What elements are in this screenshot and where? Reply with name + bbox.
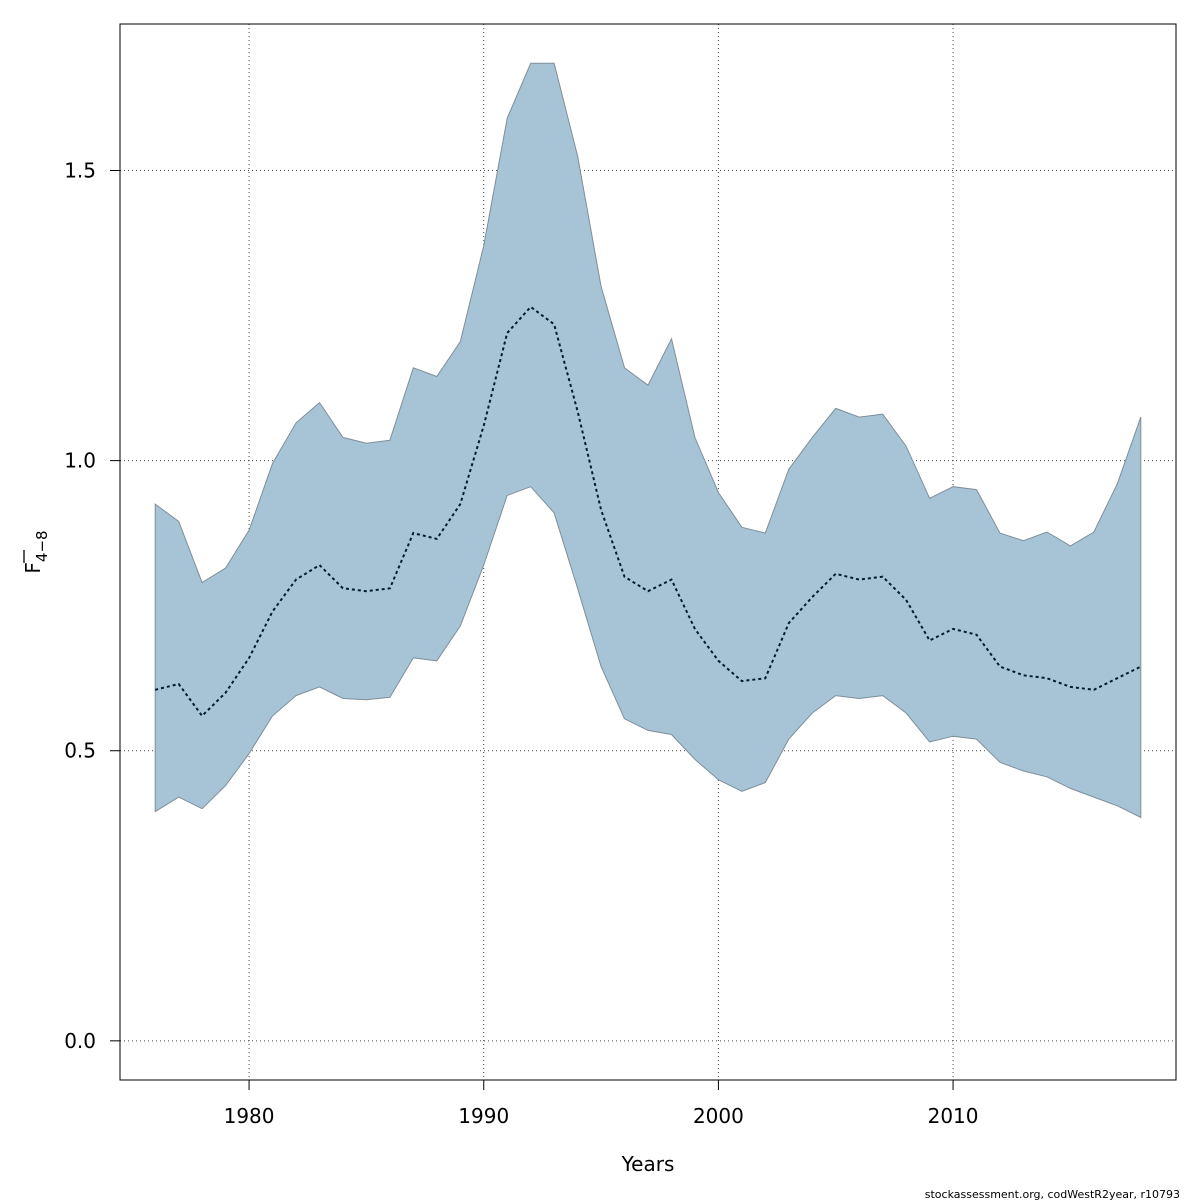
y-tick-label: 1.0 xyxy=(64,449,96,473)
x-axis-title: Years xyxy=(621,1152,675,1176)
y-tick-label: 0.0 xyxy=(64,1029,96,1053)
confidence-band-area xyxy=(154,62,1142,819)
estimate-line xyxy=(154,305,1142,718)
y-axis-title-main: F xyxy=(21,562,45,574)
plot-frame xyxy=(119,23,1177,1081)
svg-text:F4−8: F4−8 xyxy=(21,530,51,573)
x-tick-label: 1980 xyxy=(224,1104,275,1128)
y-axis-title: F4−8 xyxy=(21,530,51,573)
axes: 1980 1990 2000 2010 0.0 0.5 1.0 1.5 xyxy=(64,159,978,1128)
confidence-band xyxy=(154,62,1142,819)
y-axis-title-subscript: 4−8 xyxy=(33,530,51,562)
x-tick-label: 2000 xyxy=(693,1104,744,1128)
y-tick-label: 0.5 xyxy=(64,739,96,763)
estimate-series-line xyxy=(154,305,1142,718)
x-tick-label: 2010 xyxy=(928,1104,979,1128)
credit-text: stockassessment.org, codWestR2year, r107… xyxy=(925,1188,1180,1200)
x-tick-label: 1990 xyxy=(458,1104,509,1128)
y-tick-label: 1.5 xyxy=(64,159,96,183)
